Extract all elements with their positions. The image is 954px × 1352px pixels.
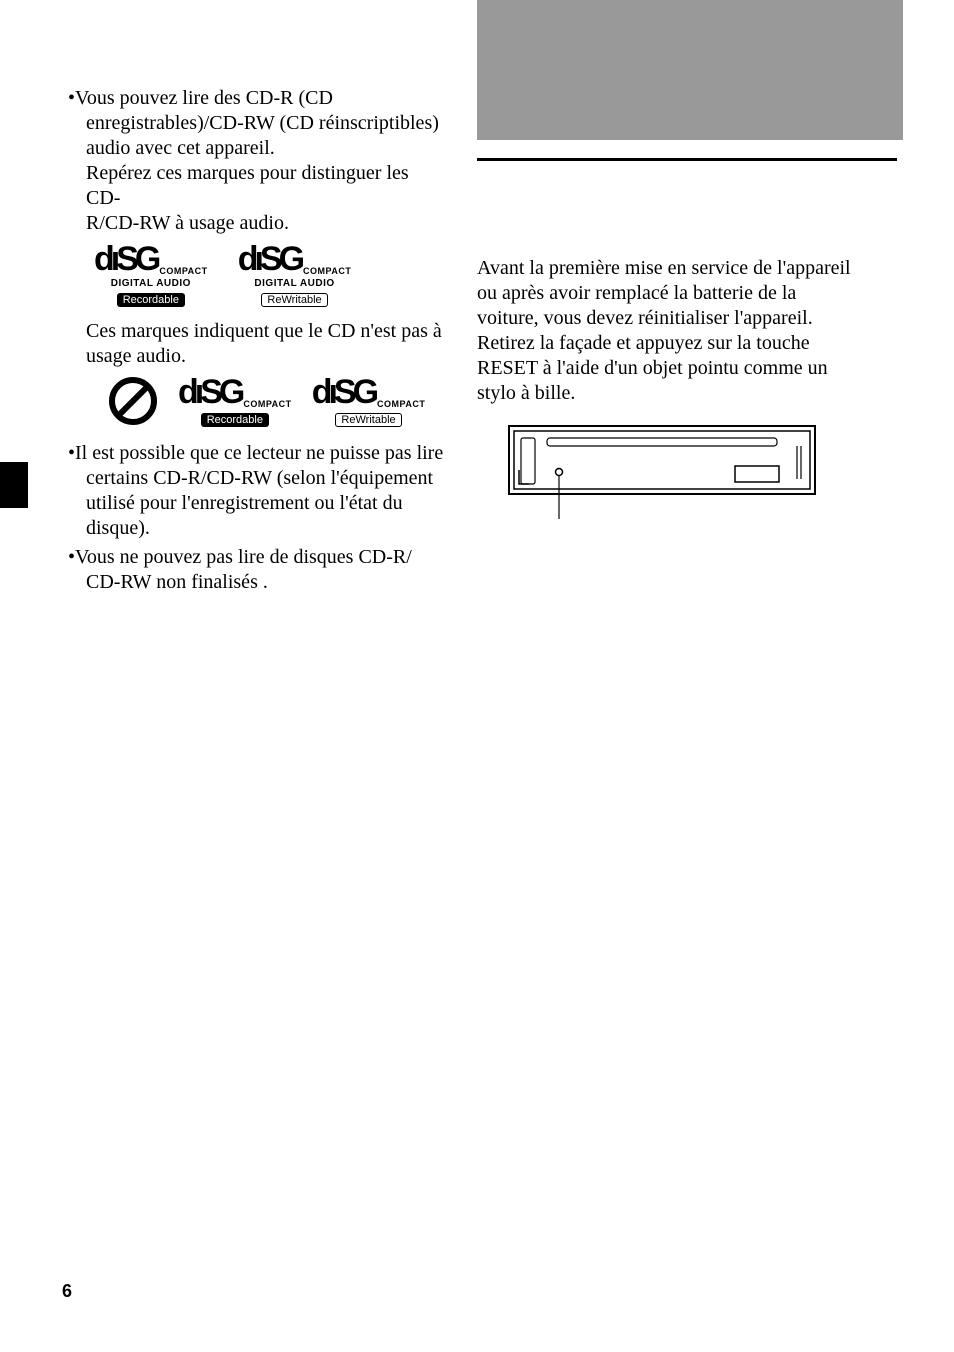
section-divider — [477, 158, 897, 161]
bullet2-line1: •Il est possible que ce lecteur ne puiss… — [68, 442, 443, 464]
bullet1-line3: audio avec cet appareil. — [86, 137, 275, 159]
disc-icon: dıSG — [94, 242, 157, 276]
digital-audio-text: DIGITAL AUDIO — [111, 278, 191, 289]
bullet1-line1: •Vous pouvez lire des CD-R (CD — [68, 87, 333, 109]
reset-diagram — [507, 424, 897, 529]
logo-row-audio: dıSG COMPACT DIGITAL AUDIO Recordable dı… — [94, 242, 448, 307]
p1-line4: Retirez la façade et appuyez sur la touc… — [477, 332, 810, 354]
note-non-audio: Ces marques indiquent que le CD n'est pa… — [68, 319, 448, 369]
note-line2: usage audio. — [86, 345, 186, 367]
compact-text: COMPACT — [377, 399, 425, 409]
note-line1: Ces marques indiquent que le CD n'est pa… — [86, 320, 442, 342]
cd-recordable-logo-non-audio: dıSG COMPACT Recordable — [178, 375, 292, 427]
disc-icon: dıSG — [312, 375, 375, 409]
right-column: Avant la première mise en service de l'a… — [477, 256, 897, 529]
bullet-1: •Vous pouvez lire des CD-R (CD enregistr… — [68, 86, 448, 236]
rewritable-pill: ReWritable — [335, 413, 401, 427]
bullet2-line2: certains CD-R/CD-RW (selon l'équipement — [86, 467, 433, 489]
bullet3-line1: •Vous ne pouvez pas lire de disques CD-R… — [68, 546, 412, 568]
bullet2-line4: disque). — [86, 517, 150, 539]
p1-line6: stylo à bille. — [477, 382, 575, 404]
bullet2-line3: utilisé pour l'enregistrement ou l'état … — [86, 492, 403, 514]
cd-recordable-logo: dıSG COMPACT DIGITAL AUDIO Recordable — [94, 242, 208, 307]
cd-rewritable-logo-non-audio: dıSG COMPACT ReWritable — [312, 375, 426, 427]
reset-paragraph: Avant la première mise en service de l'a… — [477, 256, 897, 406]
bullet1-line5: R/CD-RW à usage audio. — [86, 212, 289, 234]
compact-text: COMPACT — [303, 266, 351, 276]
p1-line5: RESET à l'aide d'un objet pointu comme u… — [477, 357, 828, 379]
disc-icon: dıSG — [178, 375, 241, 409]
page-edge-tab — [0, 462, 28, 508]
bullet-3: •Vous ne pouvez pas lire de disques CD-R… — [68, 545, 448, 595]
cd-rewritable-logo: dıSG COMPACT DIGITAL AUDIO ReWritable — [238, 242, 352, 307]
recordable-pill: Recordable — [117, 293, 185, 307]
sidebar-grey-box — [477, 0, 903, 140]
logo-row-non-audio: dıSG COMPACT Recordable dıSG COMPACT ReW… — [108, 375, 448, 427]
disc-icon: dıSG — [238, 242, 301, 276]
p1-line1: Avant la première mise en service de l'a… — [477, 257, 851, 279]
recordable-pill: Recordable — [201, 413, 269, 427]
left-column: •Vous pouvez lire des CD-R (CD enregistr… — [68, 86, 448, 599]
bullet1-line4: Repérez ces marques pour distinguer les … — [86, 162, 409, 209]
digital-audio-text: DIGITAL AUDIO — [254, 278, 334, 289]
logo-top: dıSG COMPACT — [178, 375, 292, 409]
page-number: 6 — [62, 1281, 72, 1302]
bullet-2: •Il est possible que ce lecteur ne puiss… — [68, 441, 448, 541]
logo-top: dıSG COMPACT — [312, 375, 426, 409]
bullet3-line2: CD-RW non finalisés . — [86, 571, 268, 593]
compact-text: COMPACT — [159, 266, 207, 276]
p1-line2: ou après avoir remplacé la batterie de l… — [477, 282, 796, 304]
logo-top: dıSG COMPACT — [94, 242, 208, 276]
compact-text: COMPACT — [243, 399, 291, 409]
rewritable-pill: ReWritable — [261, 293, 327, 307]
bullet1-line2: enregistrables)/CD-RW (CD réinscriptible… — [86, 112, 439, 134]
logo-top: dıSG COMPACT — [238, 242, 352, 276]
prohibition-icon — [108, 376, 158, 426]
p1-line3: voiture, vous devez réinitialiser l'appa… — [477, 307, 813, 329]
